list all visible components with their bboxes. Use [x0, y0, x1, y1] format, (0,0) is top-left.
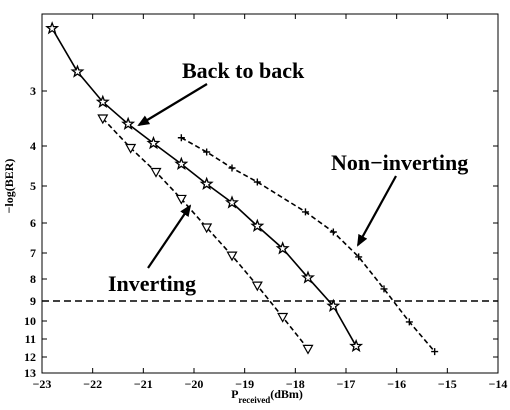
data-point-star [300, 270, 316, 284]
annotation-layer: Back to back Non−inverting Inverting [108, 58, 468, 296]
data-point-star [70, 64, 85, 78]
data-point-star [199, 176, 214, 190]
data-point-star [95, 94, 110, 108]
annotation-label: Back to back [182, 58, 305, 83]
data-point-plus [228, 164, 236, 172]
data-point-plus [405, 318, 413, 326]
x-tick-label: −19 [235, 377, 254, 391]
data-point-star [326, 298, 341, 312]
data-point-triangle [97, 114, 109, 125]
data-point-triangle [125, 143, 137, 154]
data-point-star [250, 218, 265, 232]
series-1 [97, 114, 314, 355]
data-point-star [275, 241, 290, 255]
series-line [102, 117, 309, 350]
x-tick-label: −20 [185, 377, 204, 391]
x-tick-label: −14 [489, 377, 508, 391]
data-point-triangle [302, 344, 314, 355]
data-point-triangle [251, 281, 263, 292]
x-tick-label: −22 [83, 377, 102, 391]
data-point-plus [177, 134, 185, 142]
y-tick-label: 6 [30, 216, 36, 230]
y-tick-label: 12 [24, 350, 36, 364]
x-tick-label: −16 [387, 377, 406, 391]
x-tick-label: −15 [438, 377, 457, 391]
series-0 [45, 21, 364, 353]
data-point-plus [355, 253, 363, 261]
annotation-arrow [137, 83, 208, 127]
plot-frame [41, 13, 499, 374]
data-point-plus [203, 148, 211, 156]
data-point-plus [431, 348, 439, 356]
data-point-star [174, 156, 189, 170]
data-point-triangle [175, 194, 187, 205]
x-axis-label-sub: received [238, 395, 270, 405]
data-point-plus [301, 208, 309, 216]
series-2 [177, 134, 439, 356]
x-axis-label-main: P [231, 387, 238, 401]
y-tick-label: 7 [30, 246, 36, 260]
series-line [180, 137, 436, 353]
y-tick-label: 9 [30, 294, 36, 308]
y-tick-label: 8 [30, 272, 36, 286]
plot-area: −23 −22 −21 −20 −19 −18 −17 −16 −15 −14 3 4 5 6 7 8 9 10 1… [24, 13, 508, 391]
data-point-star [121, 116, 136, 130]
data-point-triangle [150, 167, 162, 178]
data-point-triangle [226, 251, 238, 262]
x-tick-label: −21 [134, 377, 153, 391]
y-tick-label: 4 [30, 139, 36, 153]
annotation-arrow [357, 175, 397, 247]
y-tick-label: 3 [30, 84, 36, 98]
data-point-triangle [277, 312, 289, 323]
data-point-star [146, 135, 161, 150]
annotation-arrow [147, 204, 192, 269]
y-tick-label: 13 [24, 366, 36, 380]
y-tick-label: 11 [25, 332, 36, 346]
x-tick-label: −17 [337, 377, 356, 391]
data-point-star [224, 195, 240, 209]
x-axis-label: Preceived(dBm) [231, 387, 303, 405]
annotation-label: Non−inverting [331, 150, 468, 175]
data-point-plus [253, 178, 261, 186]
data-point-star [349, 338, 364, 353]
x-tick-label: −23 [33, 377, 52, 391]
series-layer [45, 21, 439, 356]
y-axis-label: −log(BER) [2, 159, 16, 214]
data-point-triangle [201, 223, 213, 234]
data-point-plus [380, 285, 388, 293]
x-tick-label: −18 [286, 377, 305, 391]
data-point-star [45, 21, 60, 35]
annotation-label: Inverting [108, 271, 196, 296]
data-point-plus [329, 228, 337, 236]
y-tick-label: 5 [30, 179, 36, 193]
y-tick-label: 10 [24, 314, 36, 328]
x-axis-label-unit: (dBm) [270, 387, 303, 401]
